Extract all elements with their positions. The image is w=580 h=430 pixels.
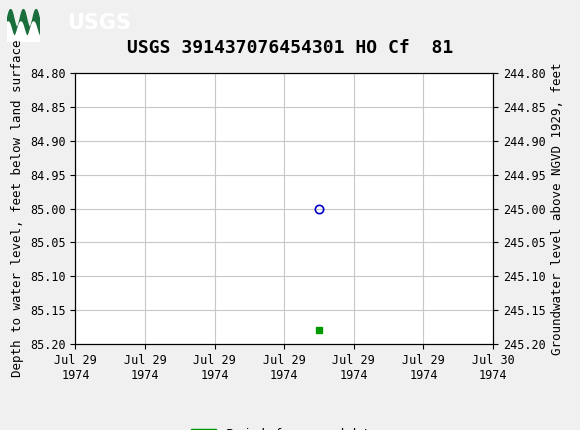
Y-axis label: Groundwater level above NGVD 1929, feet: Groundwater level above NGVD 1929, feet bbox=[551, 62, 564, 355]
Y-axis label: Depth to water level, feet below land surface: Depth to water level, feet below land su… bbox=[12, 40, 24, 377]
Legend: Period of approved data: Period of approved data bbox=[186, 423, 382, 430]
Text: USGS: USGS bbox=[67, 12, 130, 33]
Text: USGS 391437076454301 HO Cf  81: USGS 391437076454301 HO Cf 81 bbox=[127, 39, 453, 57]
